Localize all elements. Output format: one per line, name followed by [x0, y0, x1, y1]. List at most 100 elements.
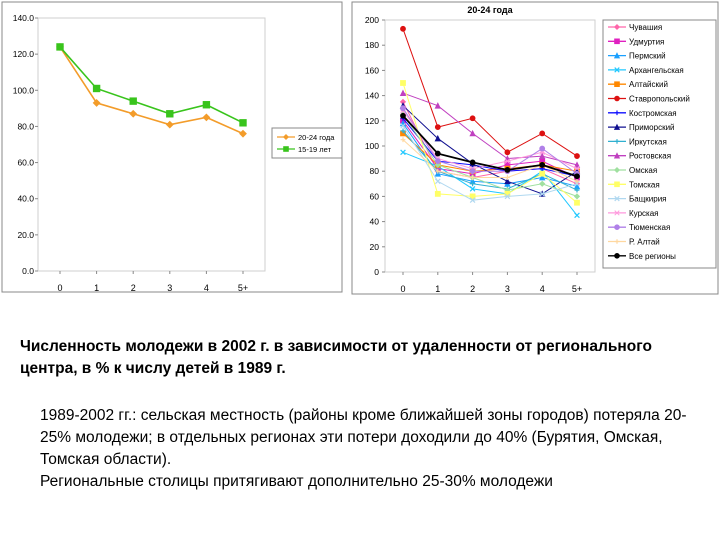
legend-marker — [614, 253, 620, 259]
legend-marker — [613, 123, 621, 130]
legend-marker — [614, 195, 620, 202]
chart-title: 20-24 года — [467, 5, 513, 15]
legend-marker — [614, 139, 620, 144]
series-line — [402, 115, 578, 178]
x-tick-label: 2 — [470, 284, 475, 294]
legend-label: Р. Алтай — [629, 238, 660, 247]
data-point — [470, 175, 475, 180]
data-point — [539, 162, 546, 168]
legend-box — [271, 127, 343, 159]
data-point — [202, 101, 211, 109]
series-line — [402, 114, 578, 197]
right-line-chart: 20-24 года 0 20 40 60 80 100 120 140 160 180 200 0 1 2… — [351, 1, 719, 295]
data-point — [399, 89, 407, 96]
data-point — [574, 187, 580, 193]
y-tick-label: 40 — [370, 217, 380, 227]
data-point — [202, 113, 211, 122]
data-point — [434, 124, 441, 130]
y-tick-label: 60 — [370, 191, 380, 201]
data-point — [92, 84, 101, 93]
legend-marker — [282, 133, 290, 141]
data-point — [400, 80, 406, 86]
legend-label: Все регионы — [629, 252, 676, 261]
series-16 — [400, 112, 580, 180]
data-point — [505, 175, 510, 180]
series-line — [59, 46, 244, 124]
series-line — [402, 82, 578, 204]
data-point — [504, 177, 511, 185]
data-point — [129, 97, 137, 105]
data-point — [56, 43, 64, 51]
legend-label: Ростовская — [629, 152, 671, 161]
data-point — [434, 158, 441, 165]
y-tick-label: 100 — [365, 141, 379, 151]
legend-marker — [613, 52, 621, 59]
y-tick-label: 0 — [374, 267, 379, 277]
series-line — [402, 117, 578, 177]
series-5 — [400, 25, 580, 159]
x-tick-label: 3 — [505, 284, 510, 294]
y-tick-label: 120.0 — [13, 49, 35, 59]
x-tick-label: 5+ — [238, 283, 248, 293]
data-point — [434, 134, 442, 142]
legend-marker — [614, 38, 620, 45]
x-tick-label: 4 — [204, 283, 209, 293]
legend-marker — [614, 81, 620, 88]
data-point — [539, 170, 546, 177]
data-point — [239, 119, 247, 127]
data-point — [400, 123, 406, 129]
y-tick-label: 80.0 — [17, 121, 34, 131]
data-point — [400, 25, 406, 32]
data-point — [574, 173, 580, 180]
series-line — [59, 46, 244, 135]
legend-label: 20-24 года — [298, 133, 335, 142]
x-tick-label: 5+ — [572, 284, 582, 294]
y-tick-label: 0.0 — [22, 266, 34, 276]
series-1 — [56, 43, 247, 127]
x-tick-label: 1 — [94, 283, 99, 293]
y-tick-label: 180 — [365, 40, 379, 50]
legend-label: Костромская — [629, 109, 677, 118]
legend-marker — [613, 152, 621, 159]
legend-marker — [614, 67, 620, 73]
legend: 20-24 года 15-19 лет — [271, 127, 343, 159]
data-point — [574, 178, 580, 184]
legend-label: Приморский — [629, 123, 675, 132]
y-tick-label: 40.0 — [17, 194, 34, 204]
legend-marker — [614, 224, 620, 230]
data-point — [165, 120, 174, 129]
legend-label: Иркутская — [629, 137, 667, 146]
data-point — [400, 128, 406, 134]
data-point — [434, 170, 442, 177]
body-paragraph-1: 1989-2002 гг.: сельская местность (район… — [40, 407, 687, 468]
data-point — [574, 199, 580, 206]
legend: Чувашия Удмуртия Пермский Архангельская Алта… — [602, 19, 717, 269]
data-point — [434, 102, 442, 109]
data-point — [166, 110, 174, 118]
series-line — [402, 105, 578, 195]
data-point — [434, 150, 441, 157]
legend-label: Чувашия — [629, 23, 662, 32]
data-point — [539, 180, 546, 187]
data-point — [539, 191, 546, 197]
data-point — [539, 145, 546, 152]
legend-label: Ставропольский — [629, 95, 690, 104]
data-point — [400, 112, 406, 119]
legend-marker — [283, 146, 289, 152]
y-tick-label: 80 — [370, 166, 380, 176]
figure-caption: Численность молодежи в 2002 г. в зависим… — [20, 338, 652, 377]
legend-label: Томская — [629, 180, 660, 189]
y-tick-label: 140 — [365, 91, 379, 101]
x-tick-label: 0 — [57, 283, 62, 293]
data-point — [469, 186, 476, 192]
data-point — [574, 212, 580, 219]
legend-marker — [613, 23, 621, 31]
legend-label: 15-19 лет — [298, 145, 332, 154]
x-tick-label: 3 — [167, 283, 172, 293]
data-point — [573, 161, 581, 168]
data-point — [574, 165, 580, 172]
data-point — [504, 167, 511, 173]
legend-marker — [613, 166, 621, 174]
legend-marker — [614, 181, 620, 188]
data-point — [539, 130, 546, 137]
